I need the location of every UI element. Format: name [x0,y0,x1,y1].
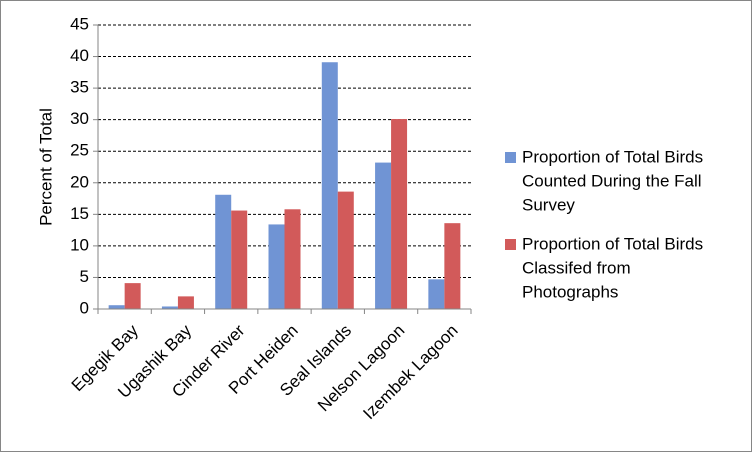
y-axis-title: Percent of Total [36,108,55,226]
bar-counted [321,62,338,310]
legend-swatch [505,152,516,163]
bar-classified [177,296,194,309]
y-tick-label: 0 [80,298,89,317]
gridlines [98,24,471,278]
bar-classified [124,283,141,309]
y-tick-label: 5 [80,267,89,286]
legend: Proportion of Total Birds Counted During … [505,147,703,301]
legend-label: Classifed from [522,258,631,277]
bar-classified [337,191,354,309]
legend-label: Proportion of Total Birds [522,234,703,253]
legend-label: Counted During the Fall [522,171,702,190]
bar-counted [375,162,392,309]
legend-label: Survey [522,195,575,214]
bars [108,62,461,310]
bar-counted [428,279,445,309]
y-tick-label: 20 [70,172,89,191]
bar-counted [215,194,232,309]
bar-classified [444,223,461,309]
y-tick-label: 45 [70,14,89,33]
y-tick-label: 10 [70,235,89,254]
y-tick-label: 35 [70,78,89,97]
bar-counted [161,306,178,309]
y-tick-label: 30 [70,109,89,128]
y-tick-labels: 0 5 10 15 20 25 30 35 40 45 [70,14,89,317]
legend-swatch [505,239,516,250]
bar-classified [284,209,301,309]
bar-counted [268,224,285,309]
y-tick-label: 40 [70,46,89,65]
y-tick-label: 15 [70,204,89,223]
axes [93,24,472,314]
legend-label: Proportion of Total Birds [522,147,703,166]
bar-counted [108,305,125,309]
bar-classified [231,210,248,309]
bar-classified [391,119,408,309]
y-tick-label: 25 [70,141,89,160]
legend-label: Photographs [522,282,618,301]
x-tick-label: Izembek Lagoon [359,321,461,423]
